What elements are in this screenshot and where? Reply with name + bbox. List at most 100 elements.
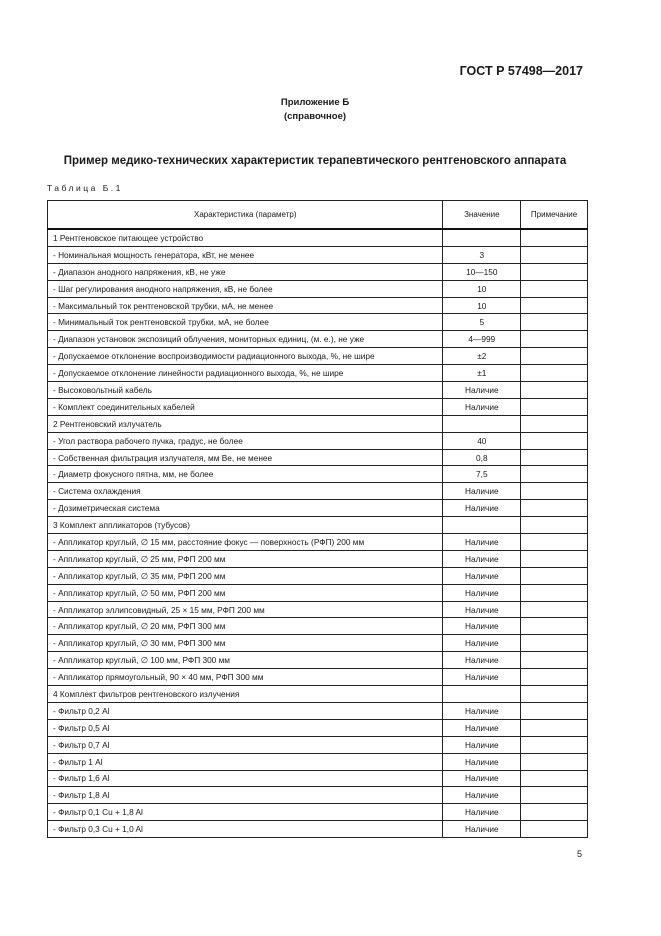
cell-value bbox=[442, 228, 522, 247]
cell-value: Наличие bbox=[442, 803, 522, 822]
cell-parameter: 2 Рентгеновский излучатель bbox=[46, 414, 444, 433]
characteristics-table: Характеристика (параметр) Значение Приме… bbox=[46, 200, 588, 839]
column-header-parameter: Характеристика (параметр) bbox=[46, 200, 444, 230]
table-row: - Фильтр 0,5 Al Наличие bbox=[46, 718, 588, 737]
cell-note bbox=[520, 465, 588, 484]
cell-value: Наличие bbox=[442, 617, 522, 636]
table-row: - Аппликатор круглый, ∅ 35 мм, РФП 200 м… bbox=[46, 566, 588, 585]
document-code: ГОСТ Р 57498—2017 bbox=[459, 64, 583, 78]
cell-note bbox=[520, 414, 588, 433]
table-row: - Комплект соединительных кабелей Наличие bbox=[46, 397, 588, 416]
cell-note bbox=[520, 701, 588, 720]
table-row: - Аппликатор круглый, ∅ 30 мм, РФП 300 м… bbox=[46, 634, 588, 653]
cell-parameter: - Аппликатор круглый, ∅ 15 мм, расстояни… bbox=[46, 533, 444, 551]
cell-parameter: - Аппликатор круглый, ∅ 20 мм, РФП 300 м… bbox=[46, 617, 444, 636]
cell-parameter: - Комплект соединительных кабелей bbox=[46, 397, 444, 416]
cell-parameter: - Аппликатор круглый, ∅ 30 мм, РФП 300 м… bbox=[46, 634, 444, 653]
cell-parameter: - Диапазон анодного напряжения, кВ, не у… bbox=[46, 262, 444, 281]
cell-value: Наличие bbox=[442, 752, 522, 771]
cell-parameter: 1 Рентгеновское питающее устройство bbox=[46, 228, 444, 247]
table-row: 3 Комплект аппликаторов (тубусов) bbox=[46, 516, 588, 535]
table-row: - Диапазон анодного напряжения, кВ, не у… bbox=[46, 262, 588, 281]
cell-value: Наличие bbox=[442, 718, 522, 737]
cell-parameter: - Фильтр 0,1 Cu + 1,8 Al bbox=[46, 803, 444, 822]
cell-note bbox=[520, 482, 588, 501]
table-row: - Допускаемое отклонение воспроизводимос… bbox=[46, 347, 588, 366]
cell-parameter: - Аппликатор круглый, ∅ 35 мм, РФП 200 м… bbox=[46, 566, 444, 585]
cell-note bbox=[520, 228, 588, 247]
cell-parameter: - Допускаемое отклонение воспроизводимос… bbox=[46, 347, 444, 366]
cell-note bbox=[520, 313, 588, 332]
cell-note bbox=[520, 803, 588, 822]
table-row: - Аппликатор круглый, ∅ 100 мм, РФП 300 … bbox=[46, 651, 588, 670]
cell-parameter: - Фильтр 0,2 Al bbox=[46, 701, 444, 720]
cell-parameter: - Собственная фильтрация излучателя, мм … bbox=[46, 448, 444, 467]
cell-note bbox=[520, 245, 588, 264]
cell-note bbox=[520, 651, 588, 670]
cell-value: Наличие bbox=[442, 668, 522, 687]
cell-value: Наличие bbox=[442, 397, 522, 416]
column-header-value: Значение bbox=[442, 200, 522, 230]
table-row: 1 Рентгеновское питающее устройство bbox=[46, 228, 588, 247]
cell-value: Наличие bbox=[442, 769, 522, 788]
table-row: - Аппликатор круглый, ∅ 25 мм, РФП 200 м… bbox=[46, 549, 588, 568]
cell-note bbox=[520, 820, 588, 839]
cell-note bbox=[520, 634, 588, 653]
cell-parameter: - Диапазон установок экспозиций облучени… bbox=[46, 330, 444, 349]
cell-note bbox=[520, 533, 588, 551]
cell-value: Наличие bbox=[442, 820, 522, 839]
cell-parameter: - Система охлаждения bbox=[46, 482, 444, 501]
cell-value: 0,8 bbox=[442, 448, 522, 467]
cell-note bbox=[520, 431, 588, 450]
cell-value: Наличие bbox=[442, 499, 522, 518]
table-row: - Максимальный ток рентгеновской трубки,… bbox=[46, 296, 588, 315]
cell-value: Наличие bbox=[442, 651, 522, 670]
cell-parameter: - Допускаемое отклонение линейности ради… bbox=[46, 364, 444, 383]
table-row: - Аппликатор круглый, ∅ 50 мм, РФП 200 м… bbox=[46, 583, 588, 602]
table-row: 2 Рентгеновский излучатель bbox=[46, 414, 588, 433]
cell-note bbox=[520, 668, 588, 687]
table-row: - Диапазон установок экспозиций облучени… bbox=[46, 330, 588, 349]
column-header-note: Примечание bbox=[520, 200, 588, 230]
annex-heading: Приложение Б (справочное) bbox=[0, 96, 630, 124]
cell-note bbox=[520, 718, 588, 737]
cell-value: Наличие bbox=[442, 786, 522, 805]
cell-parameter: - Фильтр 1 Al bbox=[46, 752, 444, 771]
cell-value: 7,5 bbox=[442, 465, 522, 484]
cell-note bbox=[520, 735, 588, 754]
cell-parameter: 3 Комплект аппликаторов (тубусов) bbox=[46, 516, 444, 535]
table-row: - Угол раствора рабочего пучка, градус, … bbox=[46, 431, 588, 450]
table-row: - Минимальный ток рентгеновской трубки, … bbox=[46, 313, 588, 332]
cell-note bbox=[520, 786, 588, 805]
cell-note bbox=[520, 347, 588, 366]
page-number: 5 bbox=[576, 849, 582, 859]
cell-parameter: - Аппликатор эллипсовидный, 25 × 15 мм, … bbox=[46, 600, 444, 619]
cell-note bbox=[520, 583, 588, 602]
table-row: - Аппликатор прямоугольный, 90 × 40 мм, … bbox=[46, 668, 588, 687]
cell-parameter: - Аппликатор круглый, ∅ 25 мм, РФП 200 м… bbox=[46, 549, 444, 568]
cell-value: Наличие bbox=[442, 634, 522, 653]
table-row: - Высоковольтный кабель Наличие bbox=[46, 381, 588, 399]
cell-parameter: - Дозиметрическая система bbox=[46, 499, 444, 518]
table-row: - Фильтр 0,1 Cu + 1,8 Al Наличие bbox=[46, 803, 588, 822]
cell-value: Наличие bbox=[442, 583, 522, 602]
cell-value: Наличие bbox=[442, 701, 522, 720]
table-row: - Фильтр 0,2 Al Наличие bbox=[46, 701, 588, 720]
table-row: - Диаметр фокусного пятна, мм, не более 7… bbox=[46, 465, 588, 484]
cell-note bbox=[520, 279, 588, 298]
cell-note bbox=[520, 499, 588, 518]
cell-note bbox=[520, 262, 588, 281]
cell-parameter: - Шаг регулирования анодного напряжения,… bbox=[46, 279, 444, 298]
cell-parameter: - Номинальная мощность генератора, кВт, … bbox=[46, 245, 444, 264]
cell-value: Наличие bbox=[442, 533, 522, 551]
table-row: - Аппликатор эллипсовидный, 25 × 15 мм, … bbox=[46, 600, 588, 619]
table-row: - Аппликатор круглый, ∅ 15 мм, расстояни… bbox=[46, 533, 588, 551]
cell-note bbox=[520, 397, 588, 416]
cell-value: ±2 bbox=[442, 347, 522, 366]
cell-value: Наличие bbox=[442, 566, 522, 585]
table-row: - Фильтр 1,8 Al Наличие bbox=[46, 786, 588, 805]
cell-note bbox=[520, 516, 588, 535]
cell-note bbox=[520, 364, 588, 383]
table-row: - Фильтр 0,7 Al Наличие bbox=[46, 735, 588, 754]
cell-note bbox=[520, 296, 588, 315]
